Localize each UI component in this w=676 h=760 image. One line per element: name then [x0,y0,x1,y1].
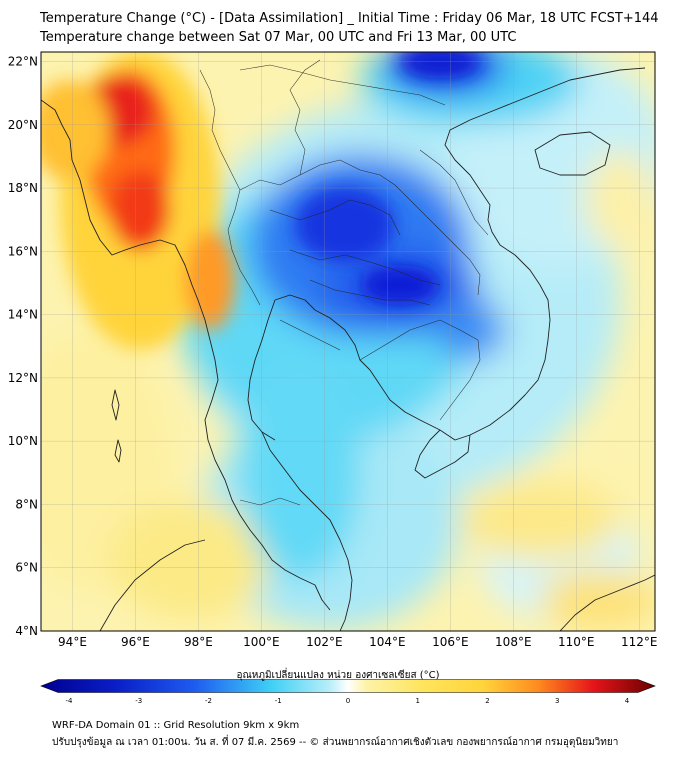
lon-label: 108°E [495,635,532,649]
coastlines [41,67,655,631]
lon-label: 104°E [369,635,406,649]
grid-lines [41,52,655,631]
lat-label: 6°N [15,561,38,575]
colorbar-tick-label: -4 [66,697,74,705]
footer-credit: ปรับปรุงข้อมูล ณ เวลา 01:00น. วัน ส. ที่… [52,737,619,748]
lon-label: 106°E [432,635,469,649]
colorbar-tick-label: 0 [346,697,350,705]
lat-label: 14°N [8,308,38,322]
footer-model-info: WRF-DA Domain 01 :: Grid Resolution 9km … [52,720,300,731]
temperature-field [41,52,655,631]
colorbar-tick-label: 4 [625,697,630,705]
lat-label: 16°N [8,244,38,258]
lon-label: 94°E [58,635,87,649]
lat-label: 12°N [8,371,38,385]
map-title: Temperature Change (°C) - [Data Assimila… [40,11,659,26]
lon-label: 110°E [558,635,595,649]
lat-label: 8°N [15,497,38,511]
colorbar-ticks: -4 -3 -2 -1 0 1 2 3 4 [66,697,630,705]
lon-label: 100°E [243,635,280,649]
lat-label: 4°N [15,624,38,638]
colorbar-tick-label: -1 [275,697,282,705]
lat-label: 22°N [8,54,38,68]
colorbar-tick-label: 1 [416,697,420,705]
colorbar-title: อุณหภูมิเปลี่ยนแปลง หน่วย องศาเซลเซียส (… [236,670,440,681]
colorbar-tick-label: -3 [135,697,142,705]
lat-label: 10°N [8,434,38,448]
map-frame [40,51,656,632]
colorbar-tick-label: 2 [485,697,489,705]
colorbar: -4 -3 -2 -1 0 1 2 3 4 [40,679,656,705]
latitude-labels: 22°N 20°N 18°N 16°N 14°N 12°N 10°N 8°N 6°N 4°N [8,54,38,638]
colorbar-tick-label: 3 [555,697,559,705]
country-borders [199,59,489,506]
lon-label: 102°E [306,635,343,649]
lat-label: 18°N [8,181,38,195]
lon-label: 98°E [184,635,213,649]
lon-label: 96°E [121,635,150,649]
lon-label: 112°E [621,635,658,649]
colorbar-tick-label: -2 [205,697,212,705]
lat-label: 20°N [8,118,38,132]
map-subtitle: Temperature change between Sat 07 Mar, 0… [40,30,517,45]
longitude-labels: 94°E 96°E 98°E 100°E 102°E 104°E 106°E 108°E 110… [58,635,657,649]
